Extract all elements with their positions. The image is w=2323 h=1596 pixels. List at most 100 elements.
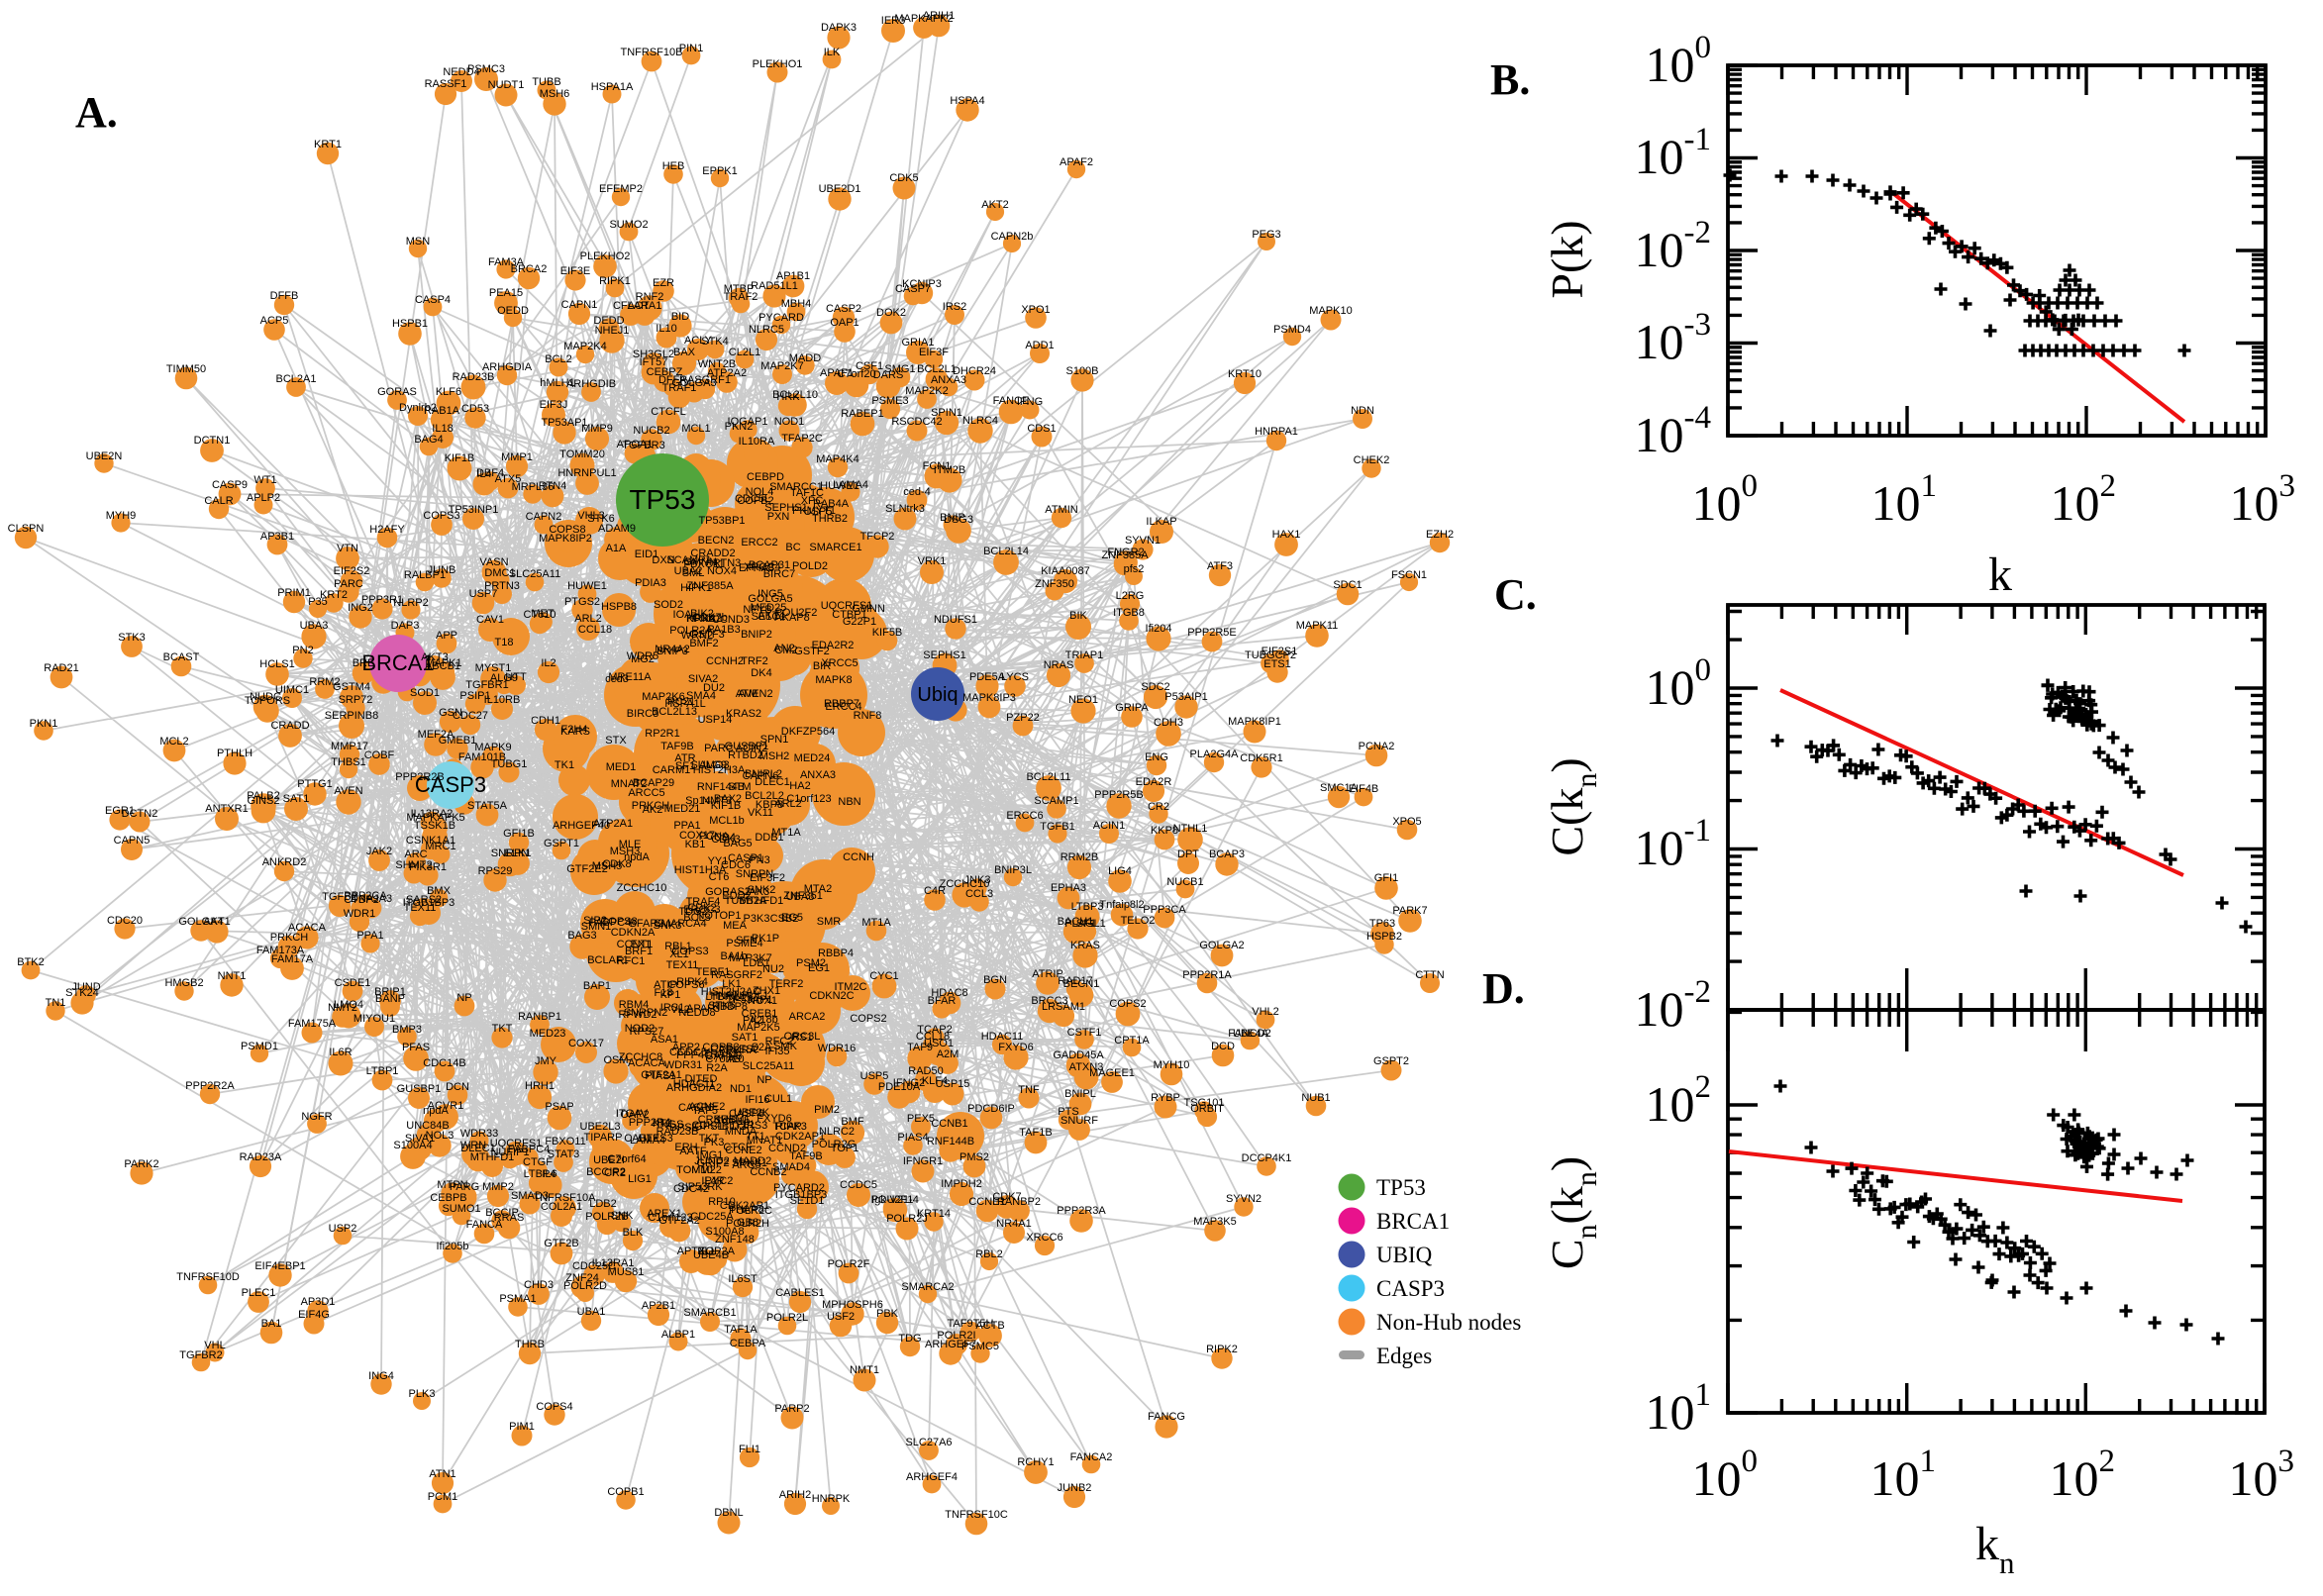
svg-text:PSMD4: PSMD4: [1273, 324, 1311, 336]
svg-text:USP15: USP15: [936, 1078, 970, 1090]
svg-text:RP2R1: RP2R1: [645, 728, 679, 740]
svg-text:NFYB: NFYB: [743, 604, 771, 616]
svg-text:HSPB2: HSPB2: [1366, 931, 1402, 943]
svg-text:P(k): P(k): [1542, 220, 1592, 298]
svg-text:DBNL: DBNL: [714, 1507, 743, 1519]
svg-text:MG2: MG2: [631, 653, 655, 665]
svg-text:TNFRSF10D: TNFRSF10D: [176, 1271, 240, 1283]
svg-text:CDK2: CDK2: [687, 902, 716, 914]
svg-text:RNF2: RNF2: [636, 291, 664, 303]
svg-text:EG5: EG5: [781, 912, 803, 924]
svg-text:SNURF: SNURF: [1060, 1115, 1098, 1127]
svg-text:ACIN2: ACIN2: [736, 743, 767, 754]
svg-text:BID2: BID2: [722, 1121, 746, 1133]
svg-text:ERH: ERH: [674, 1142, 697, 1153]
svg-text:FXYD6: FXYD6: [757, 1113, 791, 1125]
svg-text:GOLGA4: GOLGA4: [178, 916, 223, 928]
svg-text:PDE5A: PDE5A: [969, 671, 1006, 683]
svg-text:CASP1: CASP1: [728, 852, 763, 864]
svg-text:RFWD2: RFWD2: [618, 1009, 656, 1021]
svg-text:PALB2: PALB2: [247, 790, 279, 802]
svg-text:ATM: ATM: [736, 688, 758, 700]
svg-text:RNF144B: RNF144B: [927, 1136, 974, 1147]
svg-text:LMO4: LMO4: [334, 999, 363, 1011]
svg-text:GFI1: GFI1: [1374, 872, 1398, 884]
svg-text:CEBPB: CEBPB: [430, 1192, 466, 1204]
svg-text:CABLES1: CABLES1: [775, 1287, 825, 1299]
svg-text:KP1: KP1: [660, 989, 681, 1001]
svg-text:COPS3: COPS3: [423, 510, 459, 522]
svg-text:Ifi205b: Ifi205b: [436, 1241, 468, 1252]
svg-text:MEA: MEA: [723, 920, 748, 932]
svg-text:ANXA3: ANXA3: [800, 769, 836, 781]
svg-text:RAB1A: RAB1A: [424, 405, 460, 417]
svg-text:DPSE: DPSE: [669, 1122, 699, 1134]
svg-text:RNF8: RNF8: [854, 710, 882, 722]
svg-text:HAX1: HAX1: [1272, 529, 1301, 541]
svg-text:TKT: TKT: [699, 1133, 720, 1145]
svg-text:AKT3: AKT3: [421, 651, 449, 663]
svg-text:POLR2B: POLR2B: [585, 1211, 628, 1223]
svg-text:BCL2L11: BCL2L11: [1026, 771, 1070, 783]
svg-text:XPC: XPC: [801, 495, 824, 507]
svg-text:BAX2: BAX2: [714, 793, 742, 805]
svg-text:INGS: INGS: [657, 1119, 684, 1131]
svg-text:PRKCH: PRKCH: [632, 800, 670, 812]
svg-text:MCL2: MCL2: [159, 736, 188, 748]
svg-text:IL13RA2: IL13RA2: [411, 808, 454, 820]
svg-text:NEDD8: NEDD8: [678, 1007, 715, 1019]
svg-text:F2H4: F2H4: [561, 724, 588, 736]
svg-text:MUS81: MUS81: [608, 1266, 645, 1278]
svg-text:EGR1: EGR1: [105, 805, 135, 817]
svg-text:JUNB: JUNB: [428, 564, 456, 576]
svg-text:KARS: KARS: [560, 726, 590, 738]
svg-text:PA2: PA2: [743, 1015, 762, 1027]
svg-text:JAK2: JAK2: [366, 846, 392, 857]
svg-text:SFN: SFN: [736, 935, 758, 947]
svg-text:RAD51L1: RAD51L1: [751, 280, 798, 292]
svg-text:BCL2A1: BCL2A1: [276, 373, 317, 385]
svg-text:BIRC7: BIRC7: [763, 568, 795, 580]
svg-text:TNFRSF10A: TNFRSF10A: [534, 1192, 597, 1204]
svg-text:ANTXR1: ANTXR1: [205, 803, 248, 815]
svg-text:TRAF2: TRAF2: [724, 291, 758, 303]
svg-text:CAPN2: CAPN2: [526, 511, 562, 523]
svg-text:PPP3R1: PPP3R1: [361, 594, 403, 606]
svg-text:FANCE: FANCE: [993, 395, 1030, 407]
svg-text:TDG: TDG: [898, 1333, 921, 1345]
svg-text:R2A: R2A: [706, 1062, 728, 1074]
svg-text:CEBPD: CEBPD: [747, 471, 784, 483]
svg-text:PBK: PBK: [876, 1308, 899, 1320]
svg-text:HMGB2: HMGB2: [164, 977, 203, 989]
svg-text:MTA2: MTA2: [804, 883, 833, 895]
svg-text:IFT57: IFT57: [640, 356, 668, 368]
svg-text:ITGB1BP3: ITGB1BP3: [775, 1189, 828, 1201]
svg-text:VL2: VL2: [670, 1004, 690, 1016]
svg-text:GOLGA5: GOLGA5: [748, 593, 792, 605]
svg-text:DHCR24: DHCR24: [953, 365, 996, 377]
svg-text:MMP2: MMP2: [482, 1181, 514, 1193]
svg-text:RRM2B: RRM2B: [1060, 851, 1099, 863]
svg-text:BA1: BA1: [261, 1318, 282, 1330]
svg-text:k: k: [1988, 549, 2012, 601]
svg-text:SAT1: SAT1: [732, 1032, 758, 1044]
svg-text:TERF2: TERF2: [769, 978, 804, 990]
svg-text:GTF2A2: GTF2A2: [658, 1215, 700, 1227]
svg-text:CT610: CT610: [523, 609, 556, 621]
svg-text:TGFBR3: TGFBR3: [622, 440, 664, 451]
svg-text:UBA3: UBA3: [300, 620, 329, 632]
svg-text:FNGR2: FNGR2: [1107, 547, 1144, 558]
svg-text:CAV1: CAV1: [476, 614, 504, 626]
svg-text:ENG: ENG: [1145, 751, 1168, 763]
svg-text:RAD23B: RAD23B: [656, 1126, 699, 1138]
svg-text:P3K3: P3K3: [744, 913, 770, 925]
svg-text:FAM3A: FAM3A: [488, 256, 525, 268]
svg-text:ced3: ced3: [605, 673, 629, 685]
svg-text:RAB4A: RAB4A: [813, 498, 850, 510]
svg-text:CT6: CT6: [709, 871, 730, 883]
svg-text:APAF2: APAF2: [1060, 156, 1093, 168]
svg-text:CAPN2b: CAPN2b: [991, 231, 1034, 243]
svg-text:100: 100: [1692, 1444, 1759, 1506]
svg-text:KIAA0087: KIAA0087: [1041, 565, 1090, 577]
svg-text:P53AIP1: P53AIP1: [1164, 691, 1207, 703]
